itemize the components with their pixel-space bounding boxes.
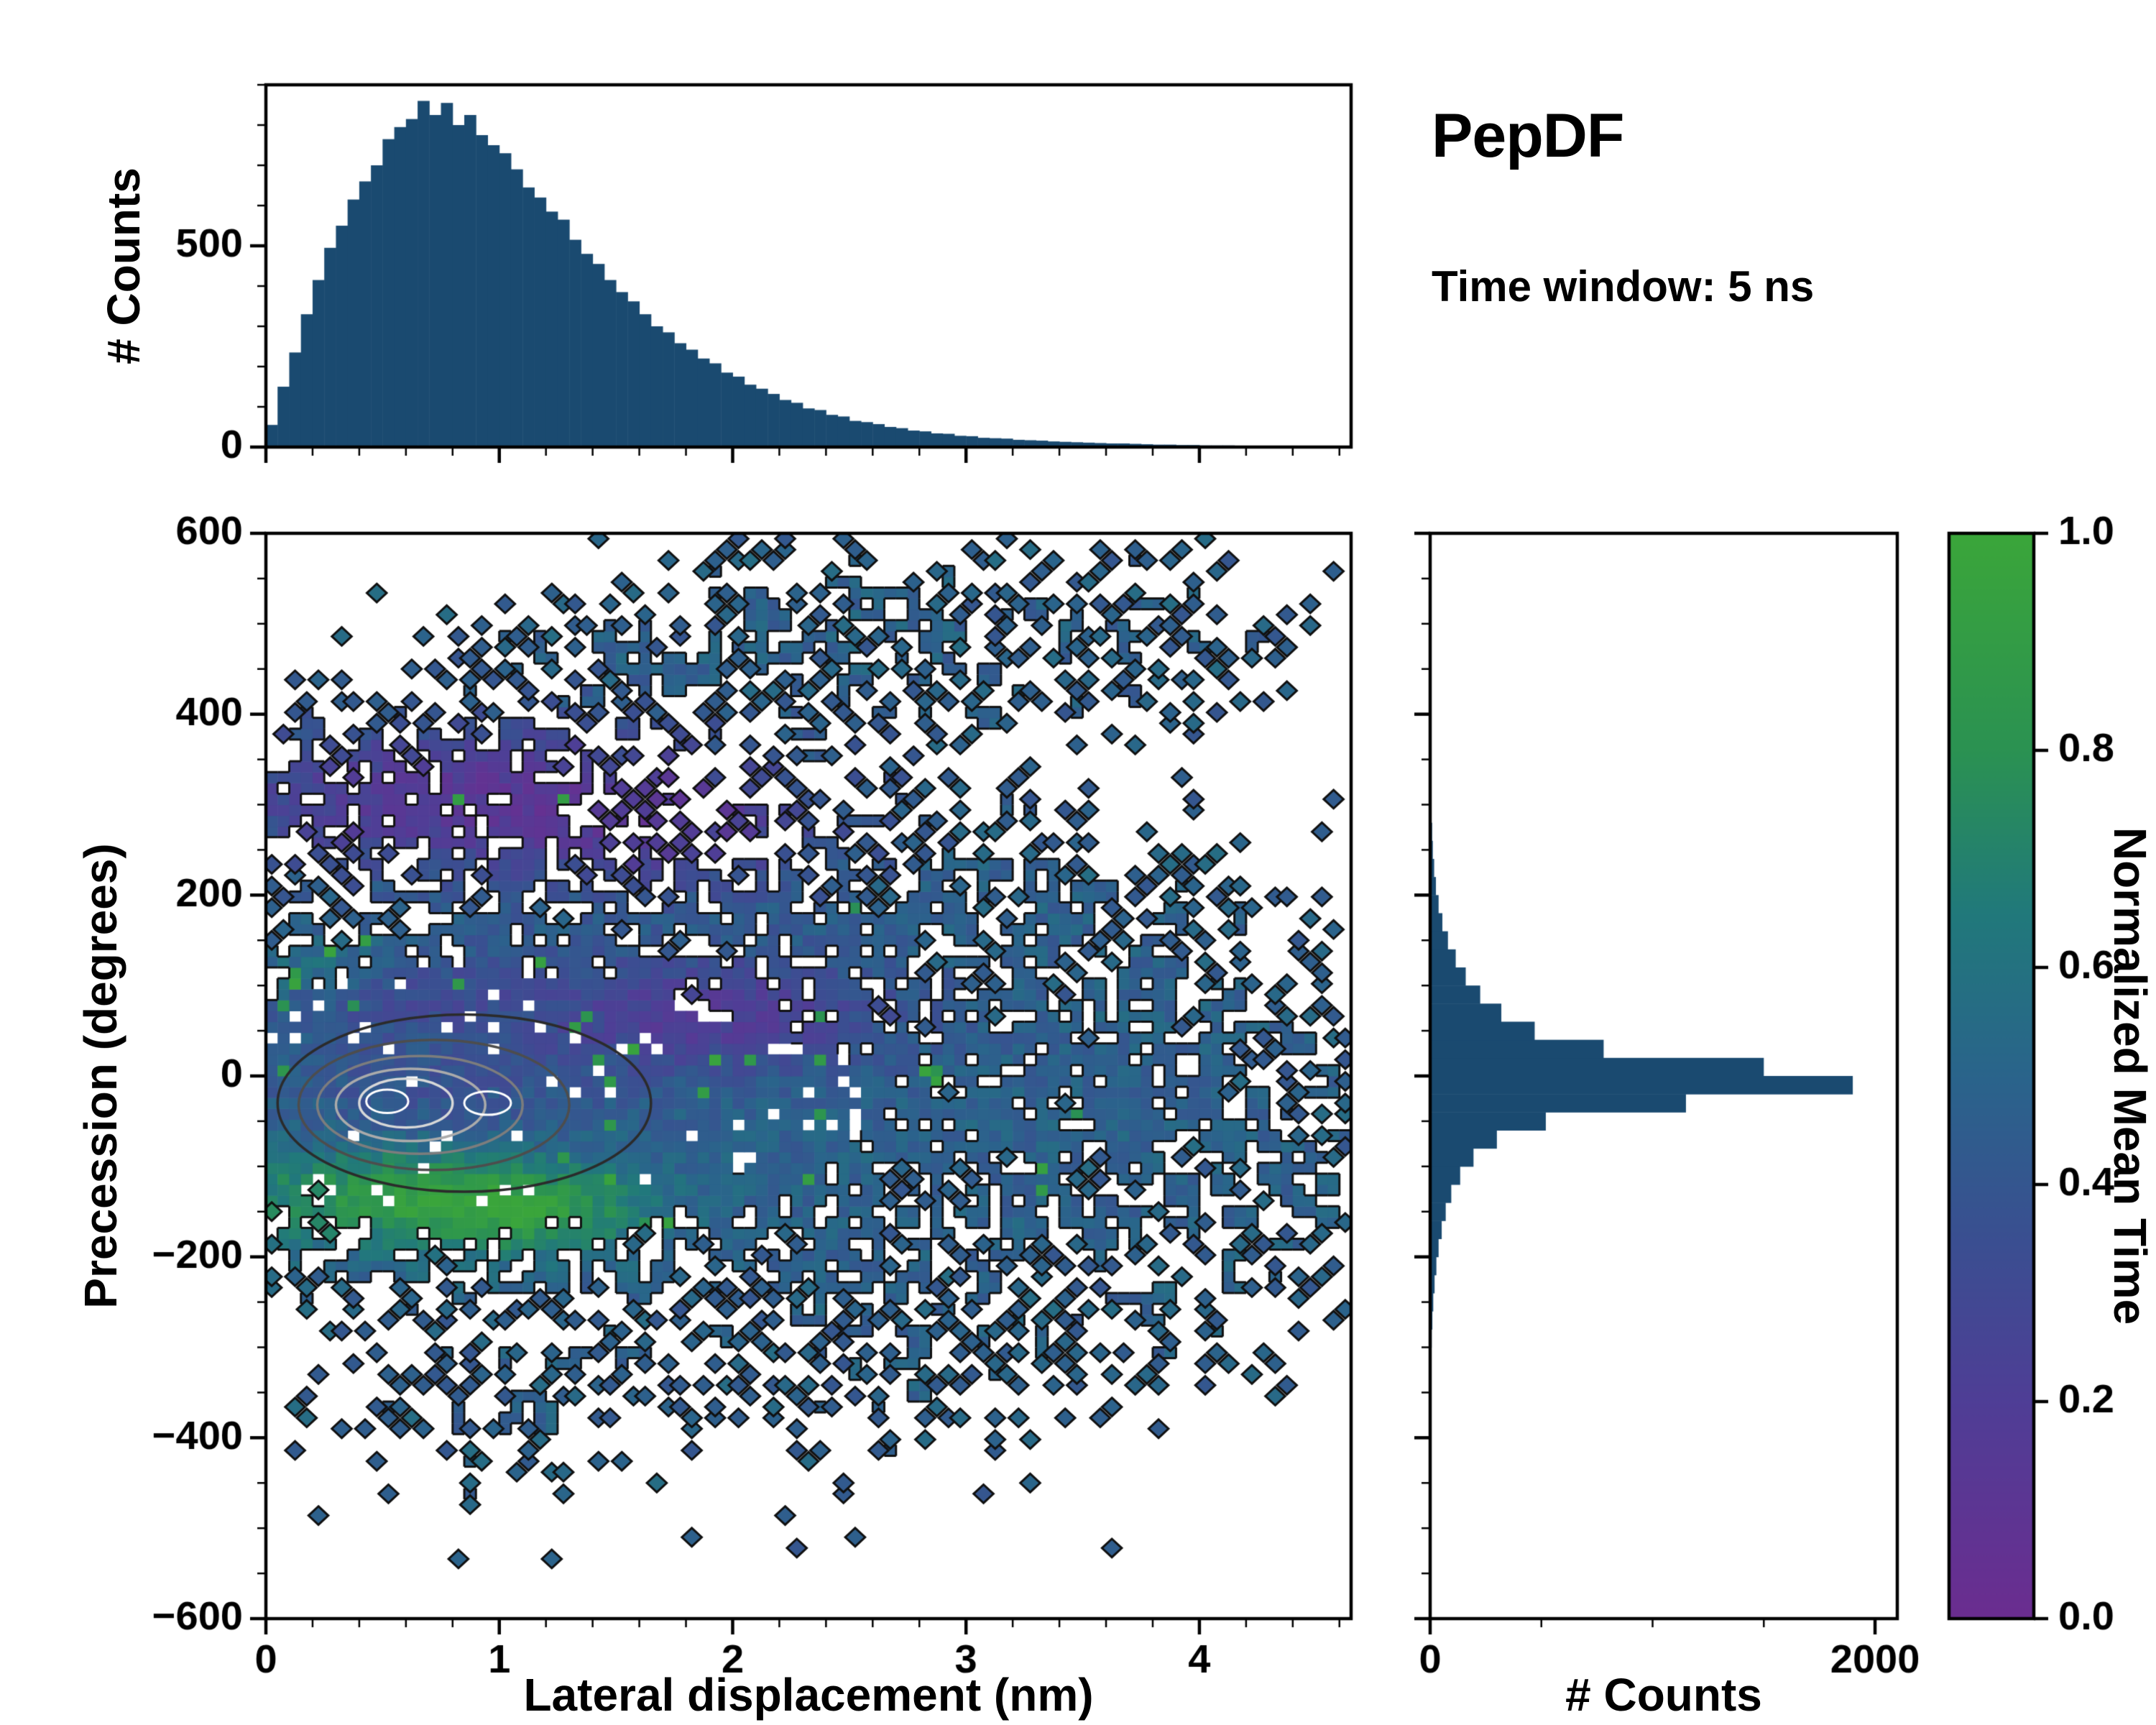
- right-hist-xlabel: # Counts: [1565, 1669, 1762, 1721]
- main-ylabel: Precession (degrees): [75, 843, 126, 1309]
- colorbar-label: Normalized Mean Time: [2104, 827, 2156, 1325]
- plot-subtitle: Time window: 5 ns: [1432, 262, 1815, 310]
- main-xlabel: Lateral displacement (nm): [523, 1669, 1094, 1721]
- plot-title: PepDF: [1432, 101, 1624, 170]
- top-hist-ylabel: # Counts: [98, 167, 149, 364]
